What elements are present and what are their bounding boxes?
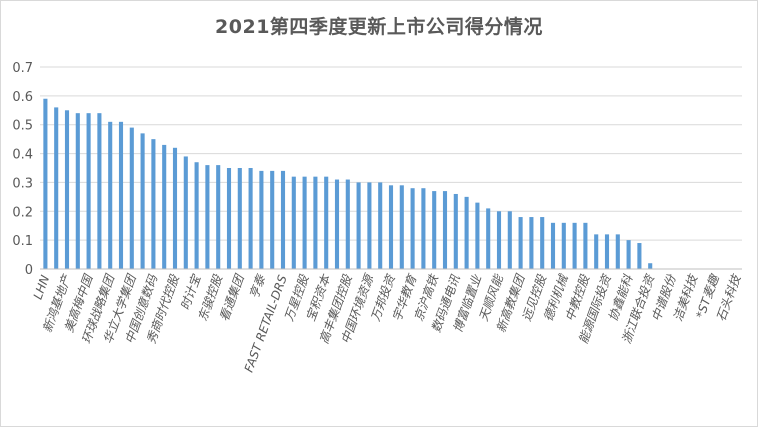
y-tick-label: 0.1 — [12, 234, 33, 249]
bar — [75, 113, 80, 269]
bar — [637, 243, 642, 269]
bar — [324, 176, 329, 269]
bar — [583, 222, 588, 269]
bar — [378, 182, 383, 269]
y-tick-label: 0.6 — [12, 90, 33, 105]
y-tick-label: 0.3 — [12, 176, 33, 191]
bar — [259, 170, 264, 269]
bar — [421, 188, 426, 269]
bar — [529, 217, 534, 269]
bar — [496, 211, 502, 269]
bar — [270, 170, 275, 269]
bar — [594, 234, 599, 269]
bar — [399, 185, 404, 269]
bar — [216, 165, 221, 269]
bar — [572, 222, 577, 269]
bar — [356, 182, 361, 269]
bar — [226, 168, 232, 269]
bar — [604, 234, 610, 269]
bar — [313, 176, 318, 269]
bar — [248, 168, 253, 269]
bar — [464, 196, 469, 269]
x-axis-category-labels: LHN新鸿基地产美高梅中国环球战略集团华立大学集团中国创意数码秀商时代控股时计宝… — [31, 271, 744, 374]
gridlines — [40, 66, 742, 241]
bar — [453, 193, 458, 269]
bar — [550, 222, 556, 269]
bar — [162, 144, 167, 269]
bar — [129, 127, 134, 269]
bar — [540, 217, 545, 269]
x-category-label: 亨泰 — [247, 271, 269, 300]
chart-title: 2021第四季度更新上市公司得分情况 — [215, 16, 543, 38]
bar — [410, 188, 415, 269]
bar — [648, 263, 653, 269]
y-tick-label: 0.4 — [12, 148, 33, 163]
bar — [432, 191, 437, 269]
bar — [97, 113, 102, 269]
x-category-label: LHN — [31, 273, 53, 301]
bar — [108, 121, 113, 269]
y-tick-label: 0.2 — [12, 205, 33, 220]
bar — [345, 179, 350, 269]
bar — [518, 217, 523, 269]
bar — [64, 110, 70, 269]
bar — [205, 165, 210, 269]
bar — [334, 179, 340, 269]
bar — [486, 208, 491, 269]
bar — [194, 162, 199, 269]
bar — [561, 222, 566, 269]
bar — [172, 147, 178, 269]
bar — [237, 168, 242, 269]
bar — [280, 170, 286, 269]
bars — [43, 98, 653, 270]
bar — [615, 234, 620, 269]
bar — [626, 240, 631, 269]
bar — [291, 176, 296, 269]
bar — [86, 113, 91, 269]
bar — [302, 176, 307, 269]
bar — [367, 182, 372, 269]
bar — [388, 185, 394, 269]
bar — [54, 107, 59, 270]
bar — [475, 202, 480, 269]
y-tick-label: 0 — [25, 263, 33, 278]
bar — [140, 133, 145, 269]
bar — [43, 98, 48, 270]
bar — [507, 211, 512, 269]
y-axis-tick-labels: 0 0.1 0.2 0.3 0.4 0.5 0.6 0.7 — [12, 61, 33, 278]
y-tick-label: 0.5 — [12, 119, 33, 134]
bar — [118, 121, 124, 269]
bar — [183, 156, 188, 269]
bar — [442, 191, 448, 269]
y-tick-label: 0.7 — [12, 61, 33, 76]
bar — [151, 139, 156, 269]
